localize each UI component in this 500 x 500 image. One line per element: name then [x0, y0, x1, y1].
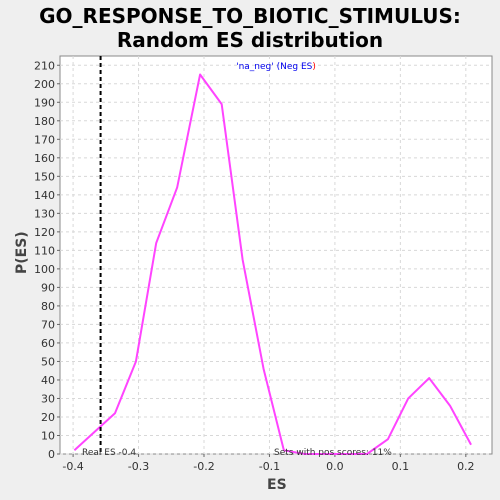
x-tick-label: 0.1: [392, 460, 410, 473]
y-tick-label: 60: [41, 337, 55, 350]
y-tick-label: 180: [34, 115, 55, 128]
x-tick-label: -0.1: [259, 460, 280, 473]
y-tick-label: 140: [34, 189, 55, 202]
y-tick-label: 90: [41, 281, 55, 294]
x-tick-label: -0.4: [62, 460, 83, 473]
y-axis-title: P(ES): [14, 231, 30, 274]
y-tick-label: 210: [34, 59, 55, 72]
legend-entry: 'na_neg' (Neg ES): [236, 62, 316, 72]
y-tick-label: 120: [34, 226, 55, 239]
y-tick-label: 50: [41, 355, 55, 368]
legend-text-close: ): [312, 62, 316, 72]
y-tick-label: 0: [48, 448, 55, 461]
x-tick-label: -0.2: [193, 460, 214, 473]
series-line: [73, 73, 472, 455]
y-tick-label: 190: [34, 96, 55, 109]
axes: 0 10 20 30 40 50 60 70 80 90 100 110 120 130 140 150 160…: [34, 59, 475, 473]
y-tick-label: 10: [41, 429, 55, 442]
y-tick-label: 110: [34, 244, 55, 257]
x-tick-label: 0.0: [326, 460, 344, 473]
y-tick-label: 130: [34, 207, 55, 220]
pos-scores-label: Sets with pos scores: 11%: [274, 448, 392, 458]
y-tick-label: 20: [41, 411, 55, 424]
annotations-layer: 'na_neg' (Neg ES) Real ES -0.4 Sets with…: [82, 62, 392, 458]
series-layer: [73, 56, 472, 455]
plot-area: [59, 55, 493, 455]
y-tick-label: 100: [34, 263, 55, 276]
grid-lines: [60, 56, 492, 455]
y-tick-label: 70: [41, 318, 55, 331]
x-tick-label: 0.2: [457, 460, 475, 473]
y-tick-label: 170: [34, 133, 55, 146]
real-es-label: Real ES -0.4: [82, 448, 136, 458]
y-tick-label: 80: [41, 300, 55, 313]
chart-title-line-1: GO_RESPONSE_TO_BIOTIC_STIMULUS:: [39, 4, 461, 28]
y-tick-label: 150: [34, 170, 55, 183]
y-tick-label: 30: [41, 392, 55, 405]
y-tick-label: 200: [34, 78, 55, 91]
x-tick-label: -0.3: [128, 460, 149, 473]
legend-text-main: 'na_neg' (Neg ES: [236, 62, 313, 72]
x-axis-title: ES: [267, 477, 287, 493]
y-tick-label: 160: [34, 152, 55, 165]
y-tick-label: 40: [41, 374, 55, 387]
chart-title-line-2: Random ES distribution: [116, 28, 384, 52]
